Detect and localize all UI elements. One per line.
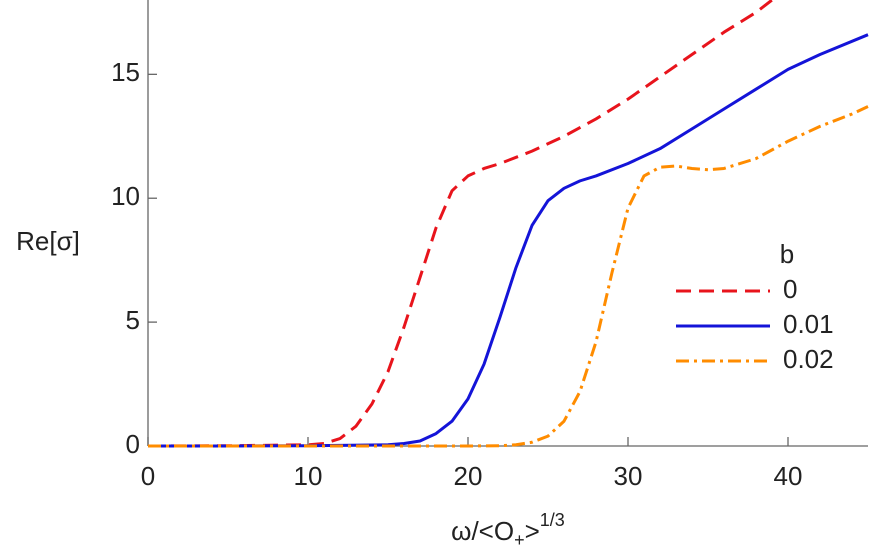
x-tick-label: 0 [141, 461, 155, 491]
line-series [148, 105, 869, 448]
y-tick-label: 15 [111, 57, 140, 87]
legend-label: 0.01 [783, 309, 834, 339]
legend-label: 0 [783, 274, 797, 304]
y-tick-label: 5 [126, 305, 140, 335]
y-tick-label: 0 [126, 429, 140, 459]
x-tick-label: 40 [774, 461, 803, 491]
x-label-sup: 1/3 [540, 510, 565, 530]
x-label-sub: + [514, 530, 525, 550]
line-series [148, 33, 869, 448]
y-axis-label: Re[σ] [16, 226, 80, 256]
x-tick-label: 20 [454, 461, 483, 491]
x-tick-label: 30 [614, 461, 643, 491]
legend-title: b [780, 239, 794, 269]
line-series [147, 0, 773, 448]
x-label-main: ω/<O [451, 516, 514, 546]
y-tick-label: 10 [111, 181, 140, 211]
x-label-mid: > [525, 516, 540, 546]
legend-label: 0.02 [783, 344, 834, 374]
x-axis-label: ω/<O+>1/3 [451, 510, 565, 550]
x-tick-label: 10 [294, 461, 323, 491]
